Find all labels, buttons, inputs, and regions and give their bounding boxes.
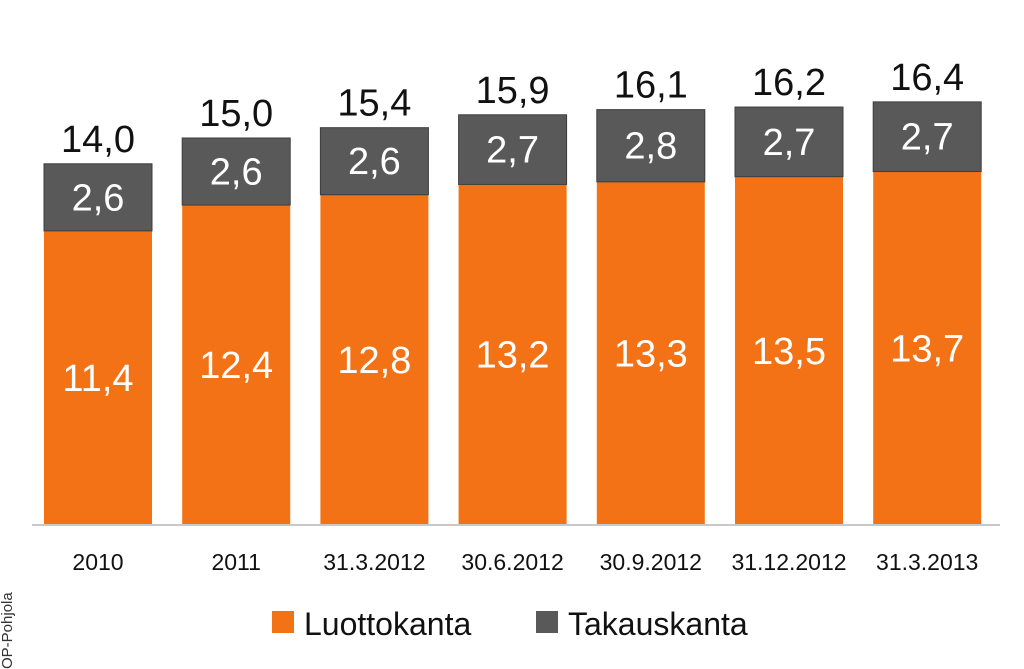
data-label-total: 14,0 bbox=[61, 119, 135, 161]
x-tick-label: 2010 bbox=[72, 549, 123, 575]
bar-segment-luottokanta bbox=[735, 176, 843, 525]
data-label-luottokanta: 12,8 bbox=[337, 340, 411, 382]
bar-segment-luottokanta bbox=[596, 181, 705, 526]
legend: Luottokanta Takauskanta bbox=[272, 606, 748, 642]
bar-segment-takauskanta bbox=[43, 163, 153, 232]
bar-segment-luottokanta bbox=[873, 171, 982, 526]
bar-segment-takauskanta bbox=[181, 137, 291, 206]
data-label-luottokanta: 12,4 bbox=[199, 345, 273, 387]
data-label-takauskanta: 2,6 bbox=[72, 177, 125, 219]
bar-segment-takauskanta bbox=[319, 127, 429, 196]
side-watermark-text: OP-Pohjola bbox=[0, 592, 16, 669]
data-label-takauskanta: 2,8 bbox=[624, 126, 677, 168]
data-label-luottokanta: 11,4 bbox=[62, 358, 133, 400]
legend-swatch-luottokanta bbox=[272, 611, 294, 633]
bar-segment-takauskanta bbox=[872, 101, 982, 173]
x-tick-label: 31.3.2012 bbox=[323, 549, 425, 575]
data-label-takauskanta: 2,6 bbox=[348, 141, 401, 183]
bar-segment-luottokanta bbox=[44, 230, 152, 525]
data-label-total: 16,4 bbox=[890, 57, 964, 99]
legend-label-takauskanta: Takauskanta bbox=[568, 606, 748, 642]
x-tick-label: 30.9.2012 bbox=[600, 549, 702, 575]
bar-segment-takauskanta bbox=[734, 106, 844, 178]
data-label-total: 16,2 bbox=[752, 62, 826, 104]
data-label-total: 15,0 bbox=[199, 93, 273, 135]
bar-segment-takauskanta bbox=[596, 109, 706, 183]
bars-group: 11,4 2,6 14,0 12,4 2,6 15,0 12,8 2,6 15,4 13,2 2,7… bbox=[43, 57, 982, 526]
x-tick-label: 30.6.2012 bbox=[461, 549, 563, 575]
data-label-takauskanta: 2,7 bbox=[763, 122, 816, 164]
data-label-takauskanta: 2,7 bbox=[901, 117, 954, 159]
data-label-total: 15,9 bbox=[476, 70, 550, 112]
legend-swatch-takauskanta bbox=[536, 611, 558, 633]
data-label-luottokanta: 13,3 bbox=[614, 333, 688, 375]
x-tick-label: 31.12.2012 bbox=[731, 549, 846, 575]
bar-segment-luottokanta bbox=[458, 184, 567, 525]
data-label-total: 15,4 bbox=[337, 83, 411, 125]
data-label-takauskanta: 2,7 bbox=[486, 130, 539, 172]
data-label-total: 16,1 bbox=[614, 65, 688, 107]
data-label-takauskanta: 2,6 bbox=[210, 152, 263, 194]
x-tick-label: 2011 bbox=[211, 549, 260, 575]
data-label-luottokanta: 13,5 bbox=[752, 331, 826, 373]
legend-label-luottokanta: Luottokanta bbox=[304, 606, 471, 642]
data-label-luottokanta: 13,7 bbox=[890, 328, 964, 370]
bar-segment-luottokanta bbox=[320, 194, 429, 525]
x-axis-ticks: 2010 2011 31.3.2012 30.6.2012 30.9.2012 31.12… bbox=[72, 549, 978, 575]
bar-segment-luottokanta bbox=[182, 205, 291, 525]
data-label-luottokanta: 13,2 bbox=[476, 335, 550, 377]
x-tick-label: 31.3.2013 bbox=[876, 549, 978, 575]
bar-segment-takauskanta bbox=[458, 114, 568, 185]
